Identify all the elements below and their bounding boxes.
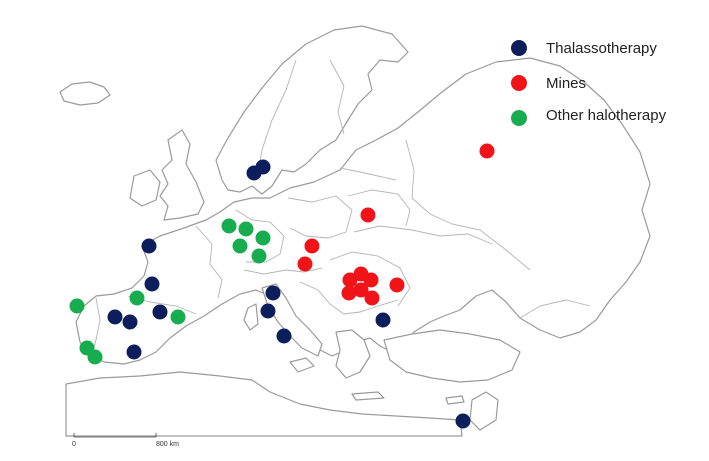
russia-border [405,139,531,271]
alps-border [243,267,323,275]
thalassotherapy-site-6 [122,314,138,330]
legend-marker-mines [511,75,527,91]
other-halotherapy-site-3 [255,230,271,246]
thalassotherapy-site-3 [141,238,157,254]
legend-marker-other-halotherapy [511,110,527,126]
caucasus-border [519,299,591,319]
mine-site-3 [304,238,320,254]
other-halotherapy-sites [69,218,271,365]
thalassotherapy-site-10 [260,303,276,319]
other-halotherapy-site-6 [69,298,85,314]
great-britain-outline [159,129,205,221]
other-halotherapy-site-5 [251,248,267,264]
scandinavia-outline [215,25,409,195]
greece-outline [335,329,371,379]
ukraine-border [353,225,493,245]
legend-marker-thalassotherapy [511,40,527,56]
other-halotherapy-site-4 [232,238,248,254]
other-halotherapy-site-10 [87,349,103,365]
ireland-outline [129,169,161,207]
baltic-border [339,167,397,181]
thalassotherapy-site-9 [265,285,281,301]
sardinia-outline [243,303,259,331]
crete-outline [351,391,385,401]
romania-border [329,251,411,307]
mine-site-11 [364,290,380,306]
thalassotherapy-site-8 [126,344,142,360]
poland-border [287,195,353,239]
north-africa-outline [65,371,463,437]
anatolia-outline [383,329,521,383]
france-border [195,225,223,299]
scale-bar: 0 800 km [72,433,179,448]
mine-site-4 [297,256,313,272]
belarus-border [347,189,411,227]
thalassotherapy-site-11 [276,328,292,344]
thalassotherapy-sites [107,159,471,429]
other-halotherapy-site-2 [238,221,254,237]
scale-bar-start-label: 0 [72,441,76,448]
mine-site-7 [363,272,379,288]
legend-label-thalassotherapy: Thalassotherapy [546,40,657,57]
sicily-outline [289,357,315,373]
mine-site-9 [341,285,357,301]
mine-site-1 [479,143,495,159]
thalassotherapy-site-2 [255,159,271,175]
map-legend: Thalassotherapy Mines Other halotherapy [511,40,667,126]
mine-site-10 [353,282,369,298]
other-halotherapy-site-7 [129,290,145,306]
mine-site-2 [360,207,376,223]
scale-bar-end-label: 800 km [156,441,179,448]
mine-site-5 [342,272,358,288]
sweden-norway-border [257,59,297,173]
thalassotherapy-site-7 [152,304,168,320]
thalassotherapy-site-5 [107,309,123,325]
thalassotherapy-site-13 [455,413,471,429]
germany-border [235,209,285,263]
mines-sites [297,143,495,306]
levant-outline [469,391,499,431]
legend-label-other-halotherapy: Other halotherapy [546,107,667,124]
other-halotherapy-site-1 [221,218,237,234]
italy-outline [261,283,323,357]
balkans-border [299,281,399,315]
cyprus-outline [445,395,465,405]
thalassotherapy-site-12 [375,312,391,328]
mine-site-8 [389,277,405,293]
iceland-outline [59,81,111,106]
thalassotherapy-site-4 [144,276,160,292]
legend-label-mines: Mines [546,75,586,92]
finland-border [329,59,345,135]
other-halotherapy-site-8 [170,309,186,325]
